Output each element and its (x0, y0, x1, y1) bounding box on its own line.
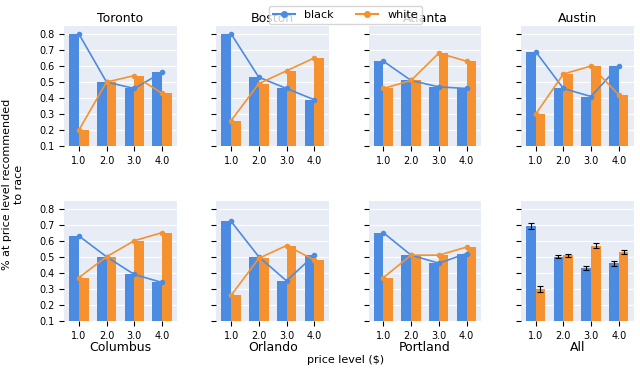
Title: Boston: Boston (251, 12, 294, 25)
Bar (277, 89, 287, 162)
Bar (554, 257, 563, 337)
Bar (162, 233, 172, 337)
Legend: black, white: black, white (269, 6, 422, 24)
Bar (106, 82, 116, 162)
Bar (314, 260, 324, 337)
Text: % at price level recommended
to race: % at price level recommended to race (2, 99, 24, 270)
Bar (591, 66, 601, 162)
Bar (277, 281, 287, 337)
Bar (134, 241, 144, 337)
Bar (383, 89, 393, 162)
Bar (79, 130, 88, 162)
Title: Austin: Austin (557, 12, 596, 25)
Bar (429, 87, 439, 162)
Bar (554, 89, 563, 162)
Bar (563, 74, 573, 162)
Bar (383, 277, 393, 337)
Bar (429, 263, 439, 337)
Bar (411, 255, 420, 337)
Bar (125, 275, 134, 337)
Title: Toronto: Toronto (97, 12, 143, 25)
Bar (563, 255, 573, 337)
Bar (259, 258, 269, 337)
Bar (314, 58, 324, 162)
Title: Orlando: Orlando (248, 341, 298, 354)
Bar (374, 233, 383, 337)
Bar (221, 34, 231, 162)
Bar (249, 257, 259, 337)
Bar (526, 226, 536, 337)
Bar (609, 66, 619, 162)
Bar (457, 254, 467, 337)
Text: price level ($): price level ($) (307, 355, 384, 365)
Bar (536, 114, 545, 162)
Bar (401, 255, 411, 337)
Bar (134, 76, 144, 162)
Title: Columbus: Columbus (90, 341, 152, 354)
Title: Portland: Portland (399, 341, 451, 354)
Bar (536, 289, 545, 337)
Bar (467, 61, 476, 162)
Bar (259, 84, 269, 162)
Bar (79, 277, 88, 337)
Bar (609, 263, 619, 337)
Bar (97, 257, 106, 337)
Bar (374, 61, 383, 162)
Bar (526, 52, 536, 162)
Bar (69, 236, 79, 337)
Bar (439, 255, 449, 337)
Bar (125, 89, 134, 162)
Bar (152, 283, 162, 337)
Bar (152, 72, 162, 162)
Bar (249, 77, 259, 162)
Bar (231, 295, 241, 337)
Bar (287, 71, 296, 162)
Bar (467, 247, 476, 337)
Bar (97, 82, 106, 162)
Bar (411, 80, 420, 162)
Bar (106, 257, 116, 337)
Bar (305, 100, 314, 162)
Bar (619, 252, 628, 337)
Bar (401, 80, 411, 162)
Bar (162, 93, 172, 162)
Bar (69, 34, 79, 162)
Bar (619, 95, 628, 162)
Bar (439, 53, 449, 162)
Bar (221, 221, 231, 337)
Bar (287, 245, 296, 337)
Bar (231, 121, 241, 162)
Bar (457, 89, 467, 162)
Bar (581, 268, 591, 337)
Bar (581, 97, 591, 162)
Bar (591, 245, 601, 337)
Bar (305, 255, 314, 337)
Title: All: All (570, 341, 585, 354)
Title: Atlanta: Atlanta (403, 12, 447, 25)
